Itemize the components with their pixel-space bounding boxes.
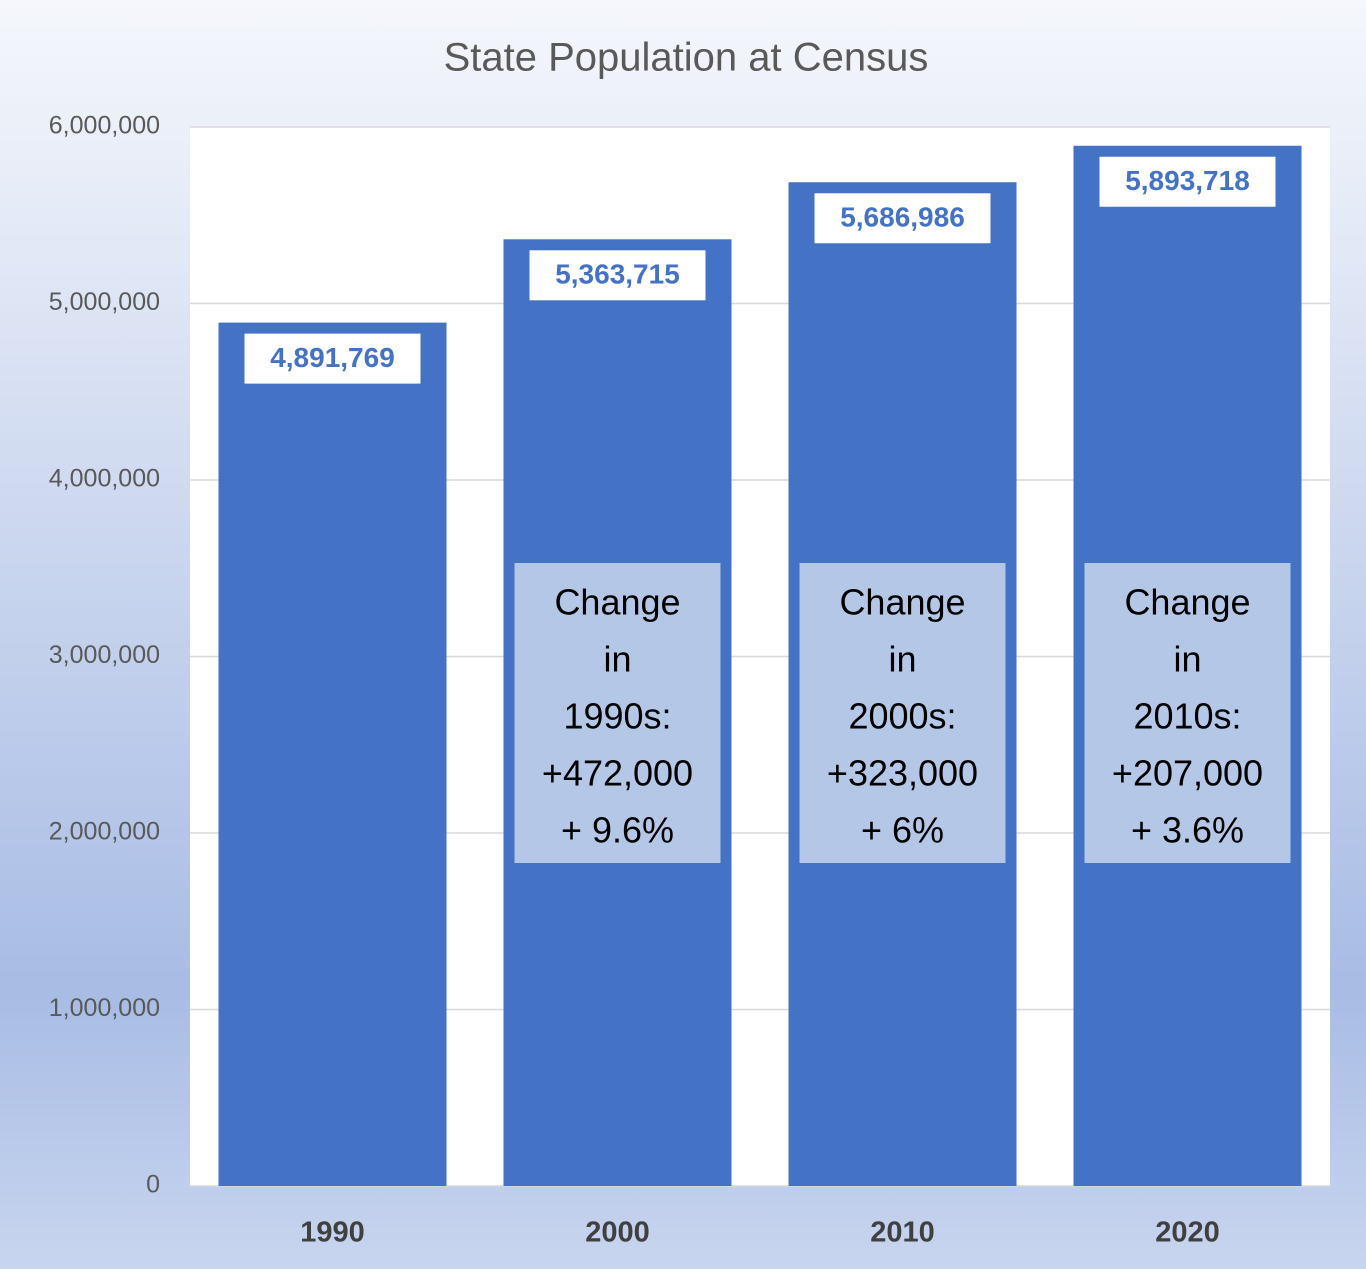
x-tick-label: 2020 [1155,1217,1220,1249]
annotation-text: +323,000 [827,753,978,794]
annotation-text: 2010s: [1133,696,1241,737]
data-label-box [529,250,706,301]
annotation-text: +472,000 [542,753,693,794]
annotation-text: + 3.6% [1131,810,1244,851]
y-tick-label: 3,000,000 [49,641,160,669]
y-tick-label: 4,000,000 [49,465,160,493]
annotation-text: +207,000 [1112,753,1263,794]
y-tick-label: 1,000,000 [49,994,160,1022]
data-label: 4,891,769 [270,342,395,373]
annotation-box [514,563,721,863]
data-label: 5,893,718 [1125,165,1250,196]
x-tick-label: 1990 [300,1217,365,1249]
annotation-text: Change [1124,582,1250,623]
x-tick-label: 2000 [585,1217,650,1249]
y-tick-label: 5,000,000 [49,288,160,316]
data-label-box [1099,156,1276,207]
annotation-text: in [1173,639,1201,680]
annotation-text: in [888,639,916,680]
annotation-text: 2000s: [848,696,956,737]
x-tick-label: 2010 [870,1217,935,1249]
annotation-text: + 6% [861,810,944,851]
y-tick-label: 6,000,000 [49,112,160,140]
y-tick-label: 0 [146,1171,160,1199]
chart-title: State Population at Census [444,36,929,80]
data-label: 5,686,986 [840,202,965,233]
annotation-text: 1990s: [563,696,671,737]
annotation-text: in [603,639,631,680]
bar [218,322,447,1186]
data-label: 5,363,715 [555,259,680,290]
annotation-text: Change [839,582,965,623]
annotation-text: Change [554,582,680,623]
annotation-text: + 9.6% [561,810,674,851]
y-tick-label: 2,000,000 [49,818,160,846]
data-label-box [814,193,991,244]
annotation-box [1084,563,1291,863]
annotation-box [799,563,1006,863]
data-label-box [244,333,421,384]
